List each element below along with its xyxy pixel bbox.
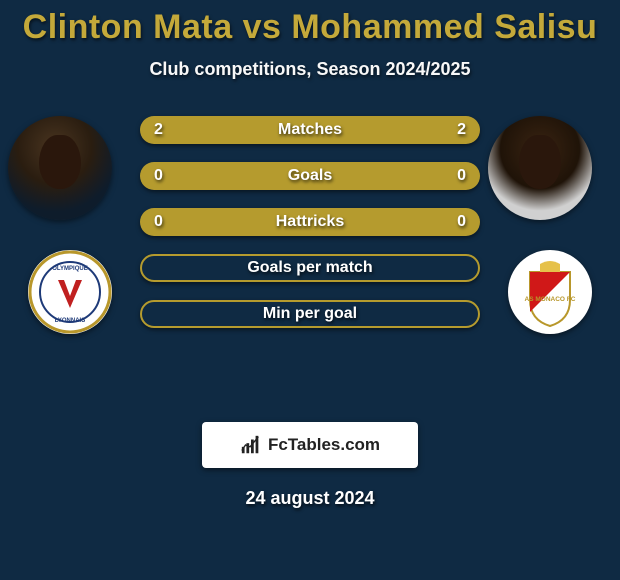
stat-right-value: 2 <box>457 121 466 139</box>
player-right-avatar <box>488 116 592 220</box>
comparison-card: Clinton Mata vs Mohammed Salisu Club com… <box>0 0 620 580</box>
stat-label: Goals <box>288 167 332 185</box>
bar-chart-icon <box>240 434 262 456</box>
club-right-badge: AS MONACO FC <box>508 250 592 334</box>
stat-label: Hattricks <box>276 213 344 231</box>
lyon-crest-icon: OLYMPIQUE LYONNAIS <box>28 250 112 334</box>
club-left-badge: OLYMPIQUE LYONNAIS <box>28 250 112 334</box>
stat-row-min-per-goal: Min per goal <box>140 300 480 328</box>
subtitle: Club competitions, Season 2024/2025 <box>0 59 620 80</box>
stat-row-hattricks: 0 Hattricks 0 <box>140 208 480 236</box>
svg-text:LYONNAIS: LYONNAIS <box>55 318 85 324</box>
date-label: 24 august 2024 <box>0 488 620 509</box>
stat-left-value: 0 <box>154 167 163 185</box>
branding-label: FcTables.com <box>268 435 380 455</box>
stat-right-value: 0 <box>457 167 466 185</box>
stat-left-value: 0 <box>154 213 163 231</box>
stat-label: Min per goal <box>263 305 357 323</box>
player-left-avatar <box>8 116 112 220</box>
monaco-crest-icon: AS MONACO FC <box>508 250 592 334</box>
svg-text:OLYMPIQUE: OLYMPIQUE <box>52 266 87 272</box>
stat-left-value: 2 <box>154 121 163 139</box>
comparison-body: OLYMPIQUE LYONNAIS AS MONACO FC 2 Matche… <box>0 116 620 416</box>
stat-row-goals: 0 Goals 0 <box>140 162 480 190</box>
stat-label: Goals per match <box>247 259 372 277</box>
stat-bars: 2 Matches 2 0 Goals 0 0 Hattricks 0 Goal… <box>140 116 480 346</box>
stat-label: Matches <box>278 121 342 139</box>
stat-row-matches: 2 Matches 2 <box>140 116 480 144</box>
branding-box: FcTables.com <box>202 422 418 468</box>
stat-row-goals-per-match: Goals per match <box>140 254 480 282</box>
page-title: Clinton Mata vs Mohammed Salisu <box>0 8 620 47</box>
svg-text:AS MONACO FC: AS MONACO FC <box>525 296 576 303</box>
stat-right-value: 0 <box>457 213 466 231</box>
